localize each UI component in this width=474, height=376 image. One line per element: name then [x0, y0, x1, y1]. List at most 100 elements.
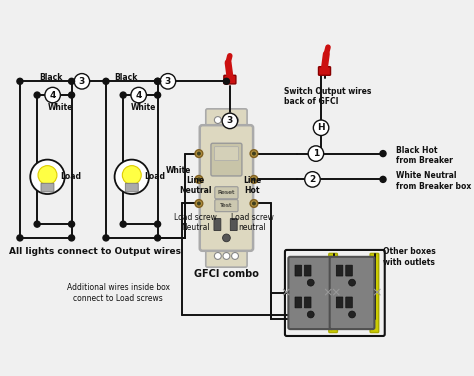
FancyBboxPatch shape [288, 257, 333, 329]
FancyBboxPatch shape [295, 297, 301, 308]
FancyBboxPatch shape [211, 143, 242, 176]
Circle shape [69, 221, 74, 227]
Text: 4: 4 [136, 91, 142, 100]
Circle shape [122, 166, 141, 185]
FancyBboxPatch shape [125, 183, 138, 192]
Circle shape [30, 159, 64, 194]
Circle shape [307, 311, 314, 318]
Circle shape [155, 78, 161, 84]
Circle shape [69, 235, 74, 241]
FancyBboxPatch shape [295, 265, 301, 276]
Circle shape [45, 87, 60, 103]
Circle shape [308, 146, 324, 161]
Circle shape [214, 117, 221, 123]
Circle shape [223, 78, 229, 84]
Circle shape [195, 200, 203, 207]
FancyBboxPatch shape [206, 245, 247, 267]
Text: Switch Output wires
back of GFCI: Switch Output wires back of GFCI [284, 87, 372, 106]
Circle shape [38, 166, 57, 185]
Text: 3: 3 [79, 77, 85, 86]
FancyBboxPatch shape [206, 109, 247, 131]
Text: GFCI combo: GFCI combo [194, 269, 259, 279]
FancyBboxPatch shape [336, 297, 343, 308]
Text: ×: × [322, 287, 332, 299]
Circle shape [253, 202, 255, 205]
Circle shape [223, 234, 230, 242]
Circle shape [103, 235, 109, 241]
Circle shape [155, 235, 161, 241]
Circle shape [380, 150, 386, 156]
FancyBboxPatch shape [41, 183, 54, 192]
FancyBboxPatch shape [304, 297, 311, 308]
Circle shape [250, 200, 258, 207]
Circle shape [103, 78, 109, 84]
Text: 4: 4 [49, 91, 56, 100]
Circle shape [120, 92, 126, 98]
Text: Reset: Reset [218, 190, 235, 195]
Text: H: H [317, 123, 325, 132]
FancyBboxPatch shape [214, 218, 221, 230]
FancyBboxPatch shape [330, 257, 374, 329]
Text: ×: × [281, 287, 291, 299]
Circle shape [115, 159, 149, 194]
FancyBboxPatch shape [224, 75, 236, 84]
Circle shape [313, 120, 329, 135]
Text: 3: 3 [227, 117, 233, 125]
FancyBboxPatch shape [215, 187, 238, 199]
Text: Load screw
neutral: Load screw neutral [231, 213, 273, 232]
Circle shape [250, 150, 258, 158]
Text: White Neutral
from Breaker box: White Neutral from Breaker box [396, 171, 471, 191]
FancyBboxPatch shape [230, 218, 237, 230]
Circle shape [69, 78, 74, 84]
Circle shape [155, 92, 161, 98]
Text: White: White [165, 166, 191, 175]
Circle shape [155, 78, 161, 84]
Circle shape [195, 176, 203, 183]
FancyBboxPatch shape [304, 265, 311, 276]
Circle shape [380, 176, 386, 182]
Text: White: White [131, 103, 156, 112]
Circle shape [195, 150, 203, 158]
Circle shape [131, 87, 146, 103]
Circle shape [348, 279, 356, 286]
Circle shape [155, 221, 161, 227]
FancyBboxPatch shape [346, 297, 352, 308]
Circle shape [253, 152, 255, 155]
Text: Line
Hot: Line Hot [243, 176, 261, 195]
Circle shape [307, 279, 314, 286]
Text: Line
Neutral: Line Neutral [179, 176, 212, 195]
FancyBboxPatch shape [214, 147, 238, 161]
Text: 2: 2 [310, 175, 316, 184]
Text: 3: 3 [165, 77, 171, 86]
Circle shape [223, 253, 230, 259]
Text: Test: Test [220, 203, 233, 208]
Circle shape [348, 311, 356, 318]
Circle shape [305, 172, 320, 187]
Circle shape [74, 74, 90, 89]
Circle shape [222, 113, 237, 129]
Circle shape [160, 74, 176, 89]
Text: White: White [48, 103, 73, 112]
Text: ×: × [372, 287, 382, 299]
Text: ×: × [330, 287, 341, 299]
Circle shape [223, 117, 230, 123]
Circle shape [198, 178, 200, 181]
Text: Other boxes
with outlets: Other boxes with outlets [383, 247, 436, 267]
Circle shape [17, 78, 23, 84]
Circle shape [232, 117, 238, 123]
Circle shape [253, 178, 255, 181]
FancyBboxPatch shape [346, 265, 352, 276]
Text: Load: Load [145, 172, 166, 181]
Text: Black: Black [115, 73, 138, 82]
FancyBboxPatch shape [200, 125, 253, 251]
FancyBboxPatch shape [336, 265, 343, 276]
Text: Black Hot
from Breaker: Black Hot from Breaker [396, 146, 453, 165]
Circle shape [120, 221, 126, 227]
Text: 1: 1 [313, 149, 319, 158]
FancyBboxPatch shape [319, 67, 330, 75]
Circle shape [34, 221, 40, 227]
Text: Load screw
Neutral: Load screw Neutral [174, 213, 217, 232]
Text: Additional wires inside box
connect to Load screws: Additional wires inside box connect to L… [66, 283, 170, 303]
FancyBboxPatch shape [215, 200, 238, 212]
Circle shape [232, 253, 238, 259]
